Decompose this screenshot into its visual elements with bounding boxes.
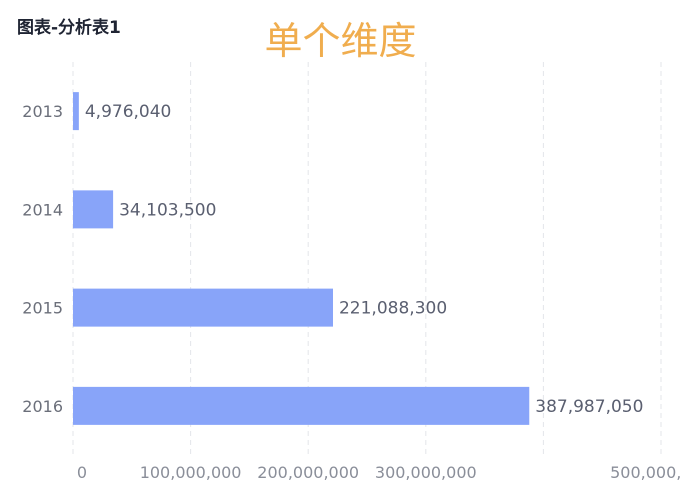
bar-value-label: 221,088,300 — [339, 299, 447, 319]
y-category-label: 2016 — [22, 397, 63, 416]
bar-2014 — [73, 190, 114, 229]
x-tick-label: 100,000,000 — [140, 463, 242, 482]
bar-value-label: 34,103,500 — [119, 200, 216, 220]
bar-value-label: 387,987,050 — [535, 397, 643, 417]
y-category-label: 2013 — [22, 102, 63, 121]
x-tick-label: 200,000,000 — [257, 463, 359, 482]
bar-2015 — [73, 288, 333, 327]
y-category-label: 2014 — [22, 200, 63, 219]
x-tick-label: 500,000,000 — [610, 463, 681, 482]
x-tick-label: 300,000,000 — [375, 463, 477, 482]
bar-2013 — [73, 92, 79, 131]
panel-title: 图表-分析表1 — [17, 18, 121, 38]
chart-title: 单个维度 — [264, 19, 417, 63]
bar-2016 — [73, 386, 530, 425]
x-tick-label: 0 — [77, 463, 87, 482]
y-category-label: 2015 — [22, 299, 63, 318]
bar-value-label: 4,976,040 — [85, 102, 172, 122]
